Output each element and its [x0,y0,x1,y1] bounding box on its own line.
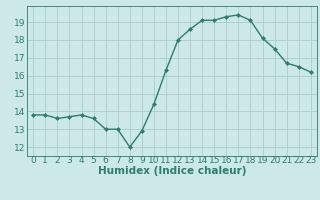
X-axis label: Humidex (Indice chaleur): Humidex (Indice chaleur) [98,166,246,176]
